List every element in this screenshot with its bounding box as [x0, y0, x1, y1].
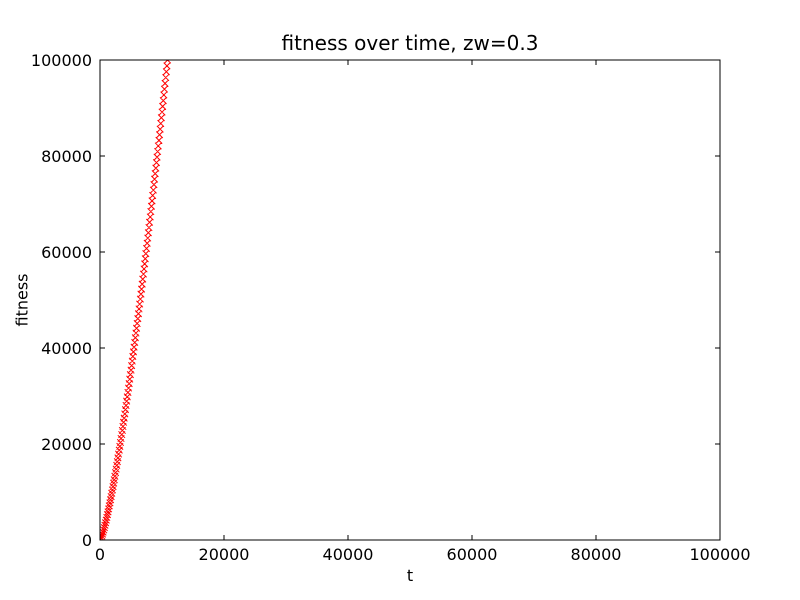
- y-tick-label: 40000: [41, 339, 92, 358]
- y-axis-label: fitness: [12, 273, 32, 327]
- data-series-fitness: [100, 60, 172, 540]
- x-tick-label: 80000: [571, 545, 622, 564]
- x-axis-label: t: [406, 566, 414, 585]
- x-tick-label: 60000: [447, 545, 498, 564]
- y-tick-label: 60000: [41, 243, 92, 262]
- axis-ticks: [99, 59, 721, 541]
- y-tick-label: 0: [82, 531, 92, 550]
- y-tick-label: 80000: [41, 147, 92, 166]
- axes-frame: [99, 59, 721, 541]
- x-tick-label: 40000: [323, 545, 374, 564]
- y-tick-label: 100000: [31, 51, 92, 70]
- x-tick-label: 0: [95, 545, 105, 564]
- x-tick-label: 100000: [689, 545, 750, 564]
- y-tick-label: 20000: [41, 435, 92, 454]
- x-tick-label: 20000: [199, 545, 250, 564]
- chart-title: fitness over time, zw=0.3: [281, 31, 539, 55]
